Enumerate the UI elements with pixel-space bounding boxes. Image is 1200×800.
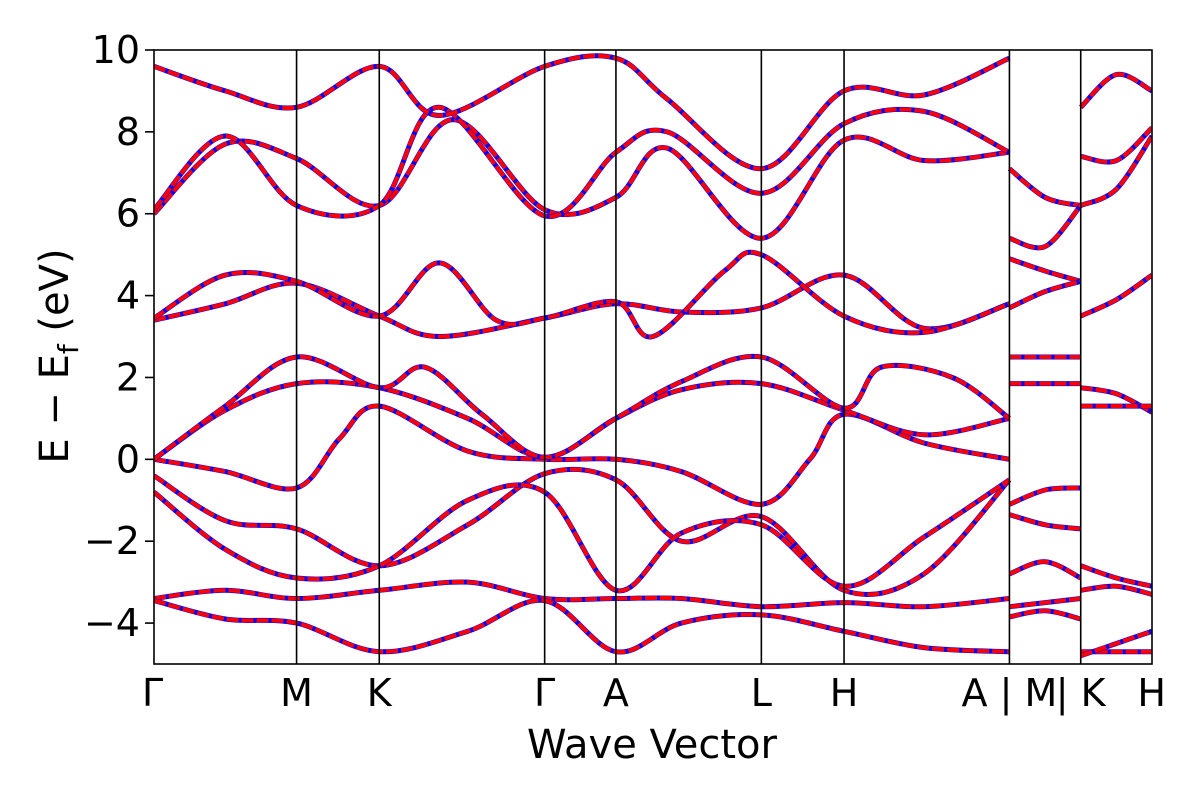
axes: Γ M K Γ A L H A | M| K H −4 −2 0 2 4 6 8 10 [84, 28, 1166, 716]
x-tick-label-4: A [603, 671, 629, 715]
band-line-dashed-32 [1080, 629, 1152, 658]
band-line-dashed-18 [1008, 486, 1081, 507]
band-line-dashed-29 [1080, 563, 1152, 589]
plot-frame [153, 49, 1153, 665]
y-axis-label-main: E − E [32, 354, 78, 464]
y-tick-label-4: 4 [116, 274, 140, 318]
band-line-dashed-12 [1008, 167, 1082, 208]
band-line-dashed-23 [1079, 72, 1152, 109]
band-line-dashed-9 [154, 53, 1011, 171]
band-line-dashed-20 [1008, 559, 1082, 580]
y-axis-label: E − Ef (eV) [32, 248, 85, 463]
x-tick-label-7: A | M [962, 671, 1058, 716]
x-tick-label-0: Γ [142, 671, 163, 715]
x-axis-label: Wave Vector [527, 722, 778, 768]
band-line-dashed-14 [1008, 256, 1082, 284]
band-line-dashed-22 [1009, 608, 1082, 621]
x-tick-label-1: M [280, 671, 313, 715]
band-line-dashed-13 [1008, 204, 1083, 250]
y-axis-label-subscript: f [52, 343, 85, 354]
x-tick-label-3: Γ [534, 671, 555, 715]
y-tick-label-1: −2 [84, 519, 140, 563]
y-tick-label-3: 2 [116, 355, 140, 399]
band-line-dashed-19 [1008, 512, 1081, 531]
band-line-dashed-30 [1080, 584, 1152, 597]
band-line-dashed-25 [1079, 134, 1152, 208]
y-tick-label-7: 10 [92, 28, 140, 72]
x-tick-label-2: K [367, 671, 393, 715]
y-tick-label-0: −4 [84, 601, 140, 645]
x-tick-label-8: | K [1056, 671, 1107, 716]
y-tick-label-2: 0 [116, 437, 140, 481]
x-tick-label-6: H [830, 671, 859, 715]
band-line-dashed-24 [1080, 126, 1152, 164]
y-tick-label-5: 6 [116, 192, 140, 236]
x-tick-label-5: L [751, 671, 772, 715]
y-axis-label-unit: (eV) [32, 248, 78, 344]
y-tick-label-6: 8 [116, 110, 140, 154]
band-line-dashed-26 [1079, 273, 1152, 318]
x-tick-label-9: H [1137, 671, 1166, 715]
band-line-dashed-21 [1009, 596, 1081, 609]
band-line-dashed-4 [154, 354, 1011, 461]
band-line-dashed-10 [154, 579, 1010, 609]
band-line-dashed-15 [1008, 279, 1082, 310]
